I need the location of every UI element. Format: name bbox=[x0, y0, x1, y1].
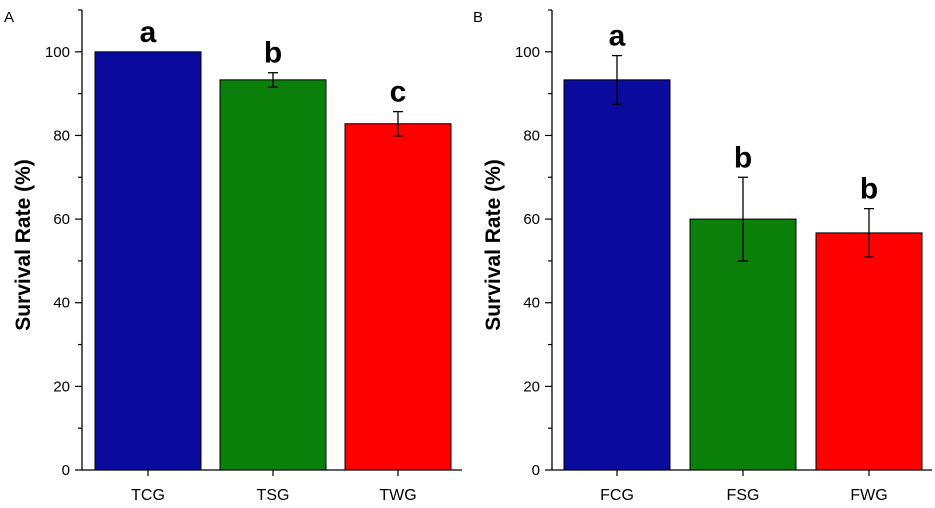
panel-b-y-tick-label-0: 0 bbox=[532, 462, 540, 479]
panel-a-y-tick-label-40: 40 bbox=[53, 295, 70, 312]
panel-a-significance-tsg: b bbox=[264, 37, 282, 70]
panel-a-label: A bbox=[4, 9, 14, 26]
panel-b-y-axis-title: Survival Rate (%) bbox=[482, 159, 505, 331]
panel-a-y-tick-label-80: 80 bbox=[53, 127, 70, 144]
panel-a-y-tick-label-0: 0 bbox=[62, 462, 70, 479]
panel-a-y-axis-title: Survival Rate (%) bbox=[12, 159, 35, 331]
panel-a-bar-tcg bbox=[94, 51, 202, 471]
panel-b-x-label-fwg: FWG bbox=[850, 487, 887, 504]
panel-a-bar-tsg bbox=[219, 79, 327, 471]
panel-b-x-label-fcg: FCG bbox=[600, 487, 634, 504]
panel-a-x-label-twg: TWG bbox=[379, 487, 416, 504]
panel-b-y-tick-label-40: 40 bbox=[523, 295, 540, 312]
panel-b-y-tick-label-20: 20 bbox=[523, 378, 540, 395]
panel-b-label: B bbox=[473, 9, 483, 26]
panel-a-x-label-tsg: TSG bbox=[257, 487, 290, 504]
panel-b-bar-fwg bbox=[815, 232, 923, 471]
panel-b-y-tick-label-60: 60 bbox=[523, 211, 540, 228]
panel-b-chart: Ba FCG b FSG b FWG 0 20 40 60 80 100 Survival Rate (… bbox=[473, 9, 932, 504]
panel-a-y-tick-label-20: 20 bbox=[53, 378, 70, 395]
panel-b-significance-fwg: b bbox=[860, 173, 878, 206]
panel-b-bar-fcg bbox=[563, 79, 671, 471]
panel-a-bar-twg bbox=[344, 123, 452, 471]
panel-a-x-label-tcg: TCG bbox=[131, 487, 165, 504]
panel-b-x-label-fsg: FSG bbox=[727, 487, 760, 504]
panel-b-y-tick-label-80: 80 bbox=[523, 127, 540, 144]
panel-b-significance-fsg: b bbox=[734, 141, 752, 174]
panel-a-y-tick-label-100: 100 bbox=[45, 44, 70, 61]
panel-a-y-tick-label-60: 60 bbox=[53, 211, 70, 228]
panel-a-significance-twg: c bbox=[390, 76, 407, 109]
panel-b-significance-fcg: a bbox=[609, 20, 626, 53]
panel-b-y-tick-label-100: 100 bbox=[515, 44, 540, 61]
panel-a-significance-tcg: a bbox=[140, 16, 157, 49]
